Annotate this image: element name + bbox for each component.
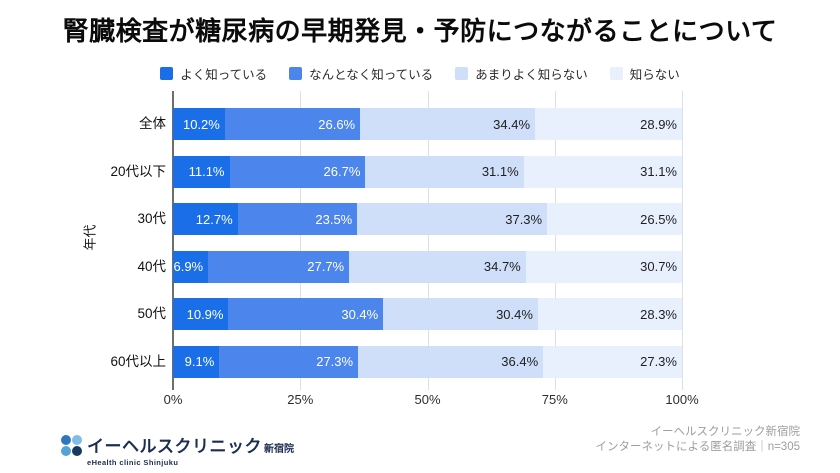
legend-label: よく知っている: [180, 68, 268, 82]
logo-dot: [72, 435, 82, 445]
category-label: 50代: [137, 306, 166, 321]
bar-segment: 30.7%: [525, 250, 683, 283]
bar-segment: 31.1%: [523, 155, 682, 188]
bar-segment: 28.9%: [535, 108, 682, 140]
bar-segment: 36.4%: [358, 345, 544, 378]
source-line-2: インターネットによる匿名調査｜n=305: [595, 441, 800, 453]
category-label: 30代: [137, 211, 166, 226]
logo-name-en: eHealth clinic Shinjuku: [87, 458, 179, 467]
legend-swatch-icon: [455, 67, 469, 80]
logo-dot: [61, 446, 71, 456]
bar-row: 10.2% 26.6% 34.4% 28.9%: [173, 108, 682, 140]
legend-swatch-icon: [160, 67, 174, 80]
bar-segment: 27.3%: [219, 345, 359, 378]
legend-item-3: 知らない: [609, 64, 680, 83]
legend-label: 知らない: [629, 68, 680, 82]
bar-segment: 37.3%: [357, 203, 548, 235]
segment-value-label: 28.3%: [640, 306, 677, 322]
legend-item-1: なんとなく知っている: [289, 64, 433, 83]
bar-segment: 27.7%: [208, 250, 350, 283]
bar-row: 11.1% 26.7% 31.1% 31.1%: [173, 155, 682, 188]
bar-segment: 34.4%: [360, 108, 536, 140]
clinic-logo: イーヘルスクリニック 新宿院 eHealth clinic Shinjuku: [61, 432, 294, 467]
logo-name-jp: イーヘルスクリニック: [87, 437, 262, 456]
category-label: 全体: [139, 116, 166, 131]
segment-value-label: 31.1%: [481, 164, 519, 179]
bar-segment: 11.1%: [173, 155, 230, 188]
y-axis-line: [172, 91, 174, 390]
gridline: [682, 91, 683, 390]
x-tick-label: 75%: [541, 392, 568, 407]
segment-value-label: 10.9%: [186, 306, 224, 322]
bar-segment: 26.7%: [229, 155, 366, 188]
bar-segment: 6.9%: [173, 250, 209, 283]
bar-segment: 28.3%: [537, 298, 682, 330]
gridline: [427, 91, 429, 390]
x-tick-label: 25%: [287, 392, 314, 407]
source-note: イーヘルスクリニック新宿院 インターネットによる匿名調査｜n=305: [596, 425, 800, 455]
bar-segment: 12.7%: [173, 203, 238, 235]
gridline: [300, 91, 302, 390]
bar-segment: 31.1%: [365, 155, 524, 188]
logo-branch: 新宿院: [264, 444, 294, 455]
segment-value-label: 11.1%: [188, 164, 225, 179]
segment-value-label: 34.4%: [493, 116, 531, 132]
legend: よく知っている なんとなく知っている あまりよく知らない 知らない: [0, 64, 840, 83]
segment-value-label: 30.7%: [640, 259, 678, 274]
segment-value-label: 37.3%: [505, 211, 543, 227]
segment-value-label: 12.7%: [195, 211, 233, 227]
category-label: 40代: [137, 258, 166, 274]
bar-segment: 23.5%: [237, 203, 358, 235]
legend-item-2: あまりよく知らない: [455, 64, 588, 83]
bar-segment: 26.5%: [547, 203, 682, 235]
bar-segment: 9.1%: [173, 345, 220, 378]
legend-item-0: よく知っている: [160, 64, 267, 83]
bar-row: 12.7% 23.5% 37.3% 26.5%: [173, 203, 682, 235]
segment-value-label: 26.7%: [323, 164, 361, 179]
segment-value-label: 23.5%: [315, 211, 353, 227]
page-title: 腎臓検査が糖尿病の早期発見・予防につながることについて: [62, 16, 778, 46]
legend-swatch-icon: [289, 67, 303, 80]
segment-value-label: 34.7%: [483, 259, 521, 274]
segment-value-label: 27.3%: [316, 354, 354, 369]
segment-value-label: 26.5%: [640, 211, 677, 227]
stacked-bar-chart: 年代 全体 10.2% 26.6% 34.4% 28.9% 20代以下 11.1% 26.7%…: [83, 91, 699, 407]
logo-dots-icon: [61, 435, 82, 456]
bar-row: 10.9% 30.4% 30.4% 28.3%: [173, 298, 682, 330]
bar-segment: 26.6%: [224, 108, 361, 140]
segment-value-label: 27.3%: [640, 354, 677, 369]
legend-label: なんとなく知っている: [309, 68, 434, 82]
bar-segment: 10.2%: [173, 108, 225, 140]
bar-segment: 30.4%: [383, 298, 538, 330]
segment-value-label: 6.9%: [173, 259, 204, 274]
x-tick-label: 0%: [163, 392, 183, 407]
segment-value-label: 31.1%: [640, 164, 677, 179]
bar-segment: 10.9%: [173, 298, 229, 330]
legend-label: あまりよく知らない: [475, 68, 588, 82]
category-label: 60代以上: [110, 353, 166, 369]
segment-value-label: 28.9%: [640, 116, 677, 132]
bar-segment: 34.7%: [349, 250, 526, 283]
bar-segment: 27.3%: [543, 345, 682, 378]
logo-dot: [61, 435, 71, 445]
segment-value-label: 10.2%: [182, 116, 220, 132]
segment-value-label: 30.4%: [496, 306, 533, 322]
x-tick-label: 100%: [665, 392, 699, 407]
category-label: 20代以下: [110, 163, 166, 179]
segment-value-label: 9.1%: [184, 354, 215, 369]
logo-dot: [72, 446, 82, 456]
x-tick-label: 50%: [414, 392, 441, 407]
bar-row: 9.1% 27.3% 36.4% 27.3%: [173, 345, 682, 378]
bar-row: 6.9% 27.7% 34.7% 30.7%: [173, 250, 683, 283]
segment-value-label: 30.4%: [341, 306, 379, 322]
segment-value-label: 27.7%: [307, 259, 345, 274]
segment-value-label: 36.4%: [501, 354, 539, 369]
bar-segment: 30.4%: [228, 298, 384, 330]
gridline: [554, 91, 556, 390]
source-line-1: イーヘルスクリニック新宿院: [650, 426, 801, 438]
segment-value-label: 26.6%: [318, 116, 356, 132]
legend-swatch-icon: [609, 67, 623, 80]
